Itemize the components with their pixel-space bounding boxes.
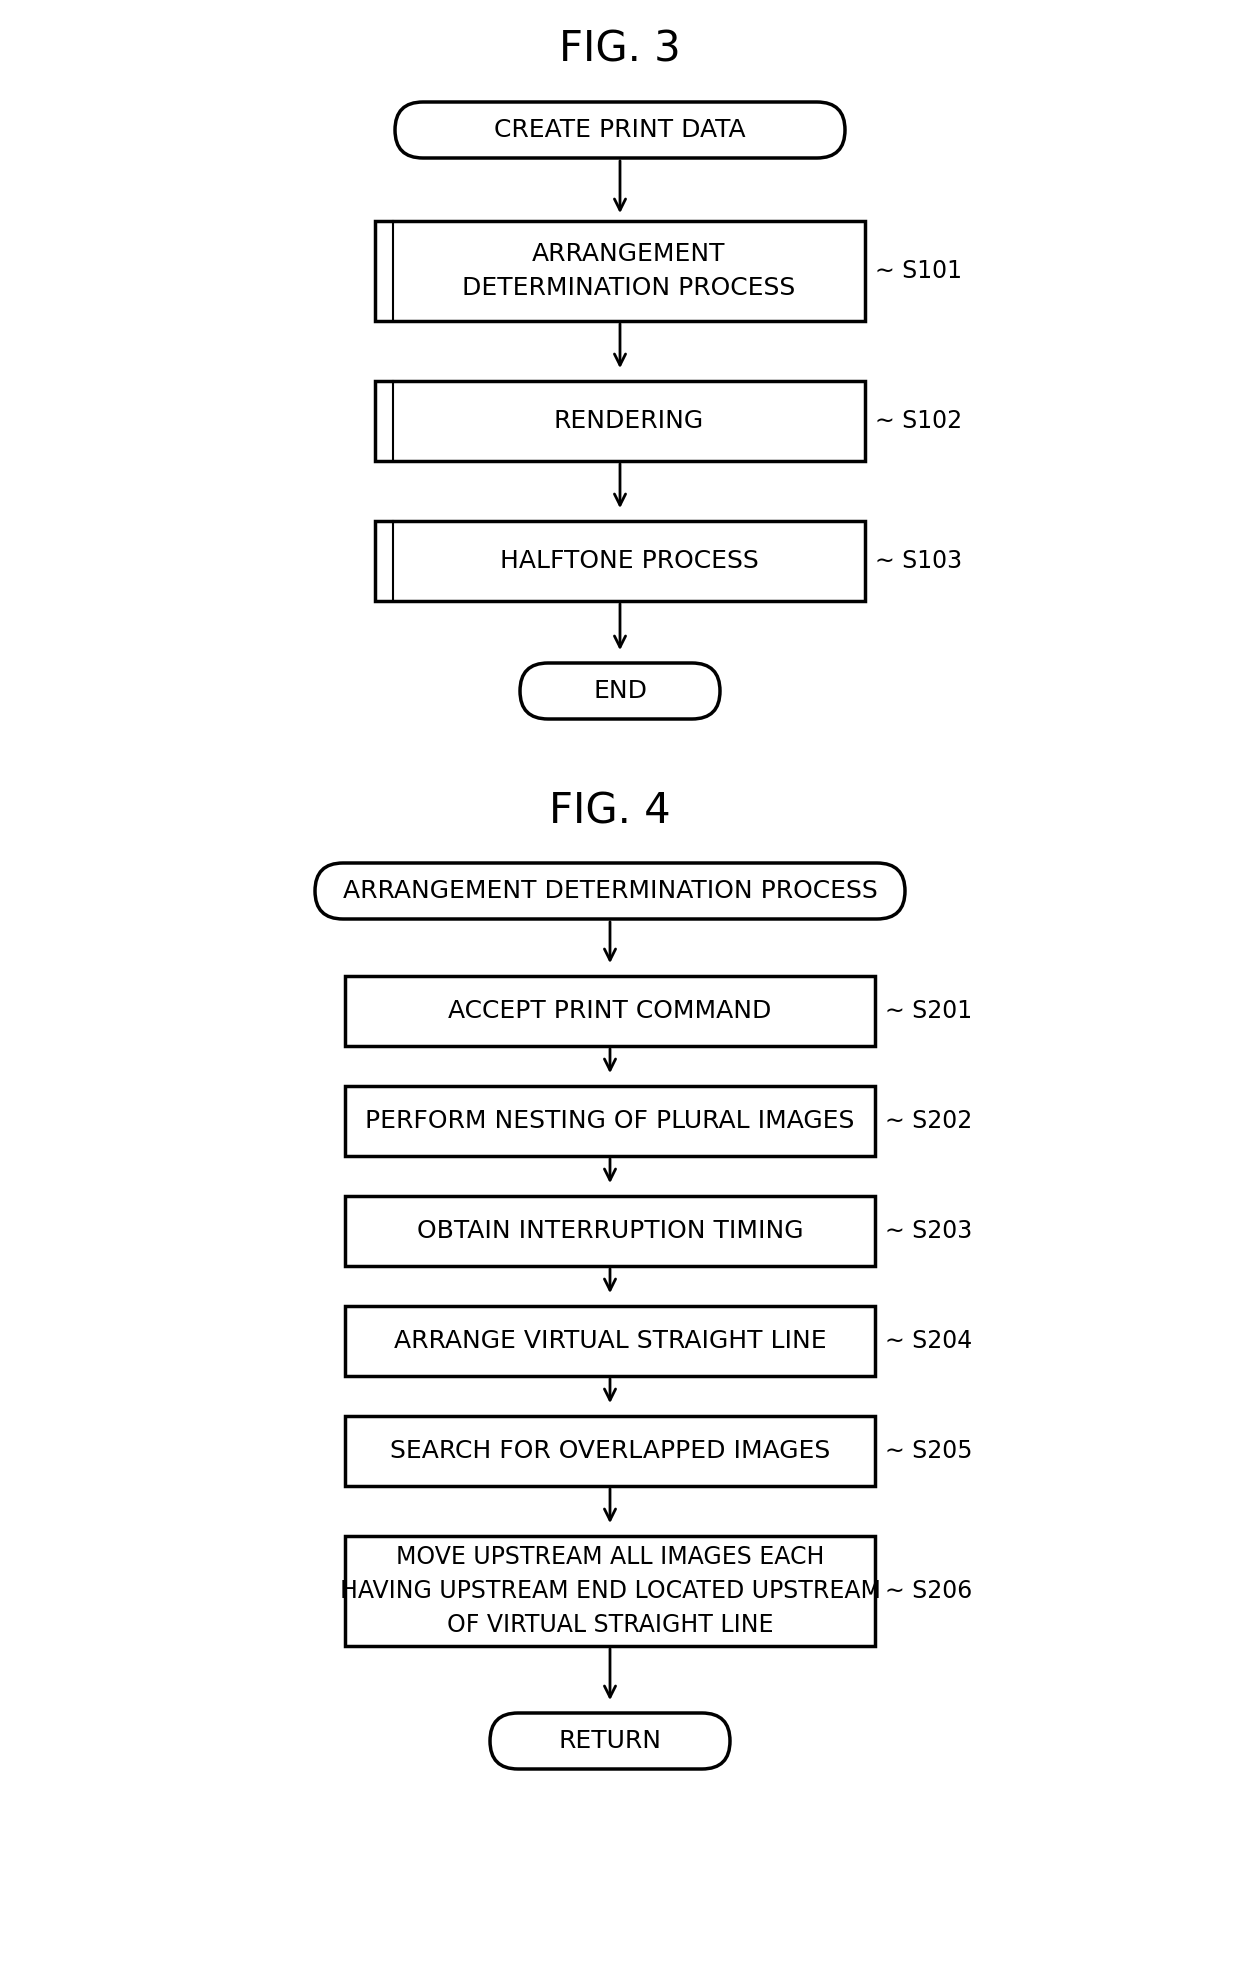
Text: OBTAIN INTERRUPTION TIMING: OBTAIN INTERRUPTION TIMING bbox=[417, 1220, 804, 1243]
Text: ∼ S101: ∼ S101 bbox=[875, 259, 962, 282]
Bar bbox=[345, 1416, 875, 1486]
Bar bbox=[345, 1196, 875, 1267]
FancyBboxPatch shape bbox=[520, 663, 720, 720]
Text: FIG. 3: FIG. 3 bbox=[559, 29, 681, 71]
Bar bbox=[345, 1306, 875, 1377]
Bar bbox=[345, 1086, 875, 1155]
FancyBboxPatch shape bbox=[396, 102, 844, 159]
Text: HALFTONE PROCESS: HALFTONE PROCESS bbox=[500, 549, 759, 573]
Text: ∼ S205: ∼ S205 bbox=[885, 1439, 972, 1463]
Text: END: END bbox=[593, 679, 647, 702]
Text: ACCEPT PRINT COMMAND: ACCEPT PRINT COMMAND bbox=[449, 998, 771, 1024]
Text: ∼ S102: ∼ S102 bbox=[875, 410, 962, 433]
Text: ∼ S103: ∼ S103 bbox=[875, 549, 962, 573]
FancyBboxPatch shape bbox=[315, 863, 905, 920]
Bar bbox=[374, 222, 866, 322]
Text: ARRANGEMENT DETERMINATION PROCESS: ARRANGEMENT DETERMINATION PROCESS bbox=[342, 879, 878, 902]
Bar bbox=[374, 380, 866, 461]
Text: ARRANGE VIRTUAL STRAIGHT LINE: ARRANGE VIRTUAL STRAIGHT LINE bbox=[393, 1330, 826, 1353]
Text: ARRANGEMENT
DETERMINATION PROCESS: ARRANGEMENT DETERMINATION PROCESS bbox=[463, 243, 796, 300]
Text: ∼ S202: ∼ S202 bbox=[885, 1110, 972, 1133]
Text: PERFORM NESTING OF PLURAL IMAGES: PERFORM NESTING OF PLURAL IMAGES bbox=[366, 1110, 854, 1133]
Text: ∼ S206: ∼ S206 bbox=[885, 1579, 972, 1602]
Text: RENDERING: RENDERING bbox=[554, 410, 704, 433]
Bar bbox=[374, 522, 866, 600]
Text: SEARCH FOR OVERLAPPED IMAGES: SEARCH FOR OVERLAPPED IMAGES bbox=[389, 1439, 830, 1463]
FancyBboxPatch shape bbox=[490, 1714, 730, 1769]
Text: ∼ S204: ∼ S204 bbox=[885, 1330, 972, 1353]
Text: RETURN: RETURN bbox=[558, 1730, 661, 1753]
Text: ∼ S203: ∼ S203 bbox=[885, 1220, 972, 1243]
Bar bbox=[345, 1535, 875, 1645]
Text: ∼ S201: ∼ S201 bbox=[885, 998, 972, 1024]
Bar bbox=[345, 977, 875, 1045]
Text: FIG. 4: FIG. 4 bbox=[549, 790, 671, 831]
Text: MOVE UPSTREAM ALL IMAGES EACH
HAVING UPSTREAM END LOCATED UPSTREAM
OF VIRTUAL ST: MOVE UPSTREAM ALL IMAGES EACH HAVING UPS… bbox=[340, 1545, 880, 1637]
Text: CREATE PRINT DATA: CREATE PRINT DATA bbox=[495, 118, 745, 141]
